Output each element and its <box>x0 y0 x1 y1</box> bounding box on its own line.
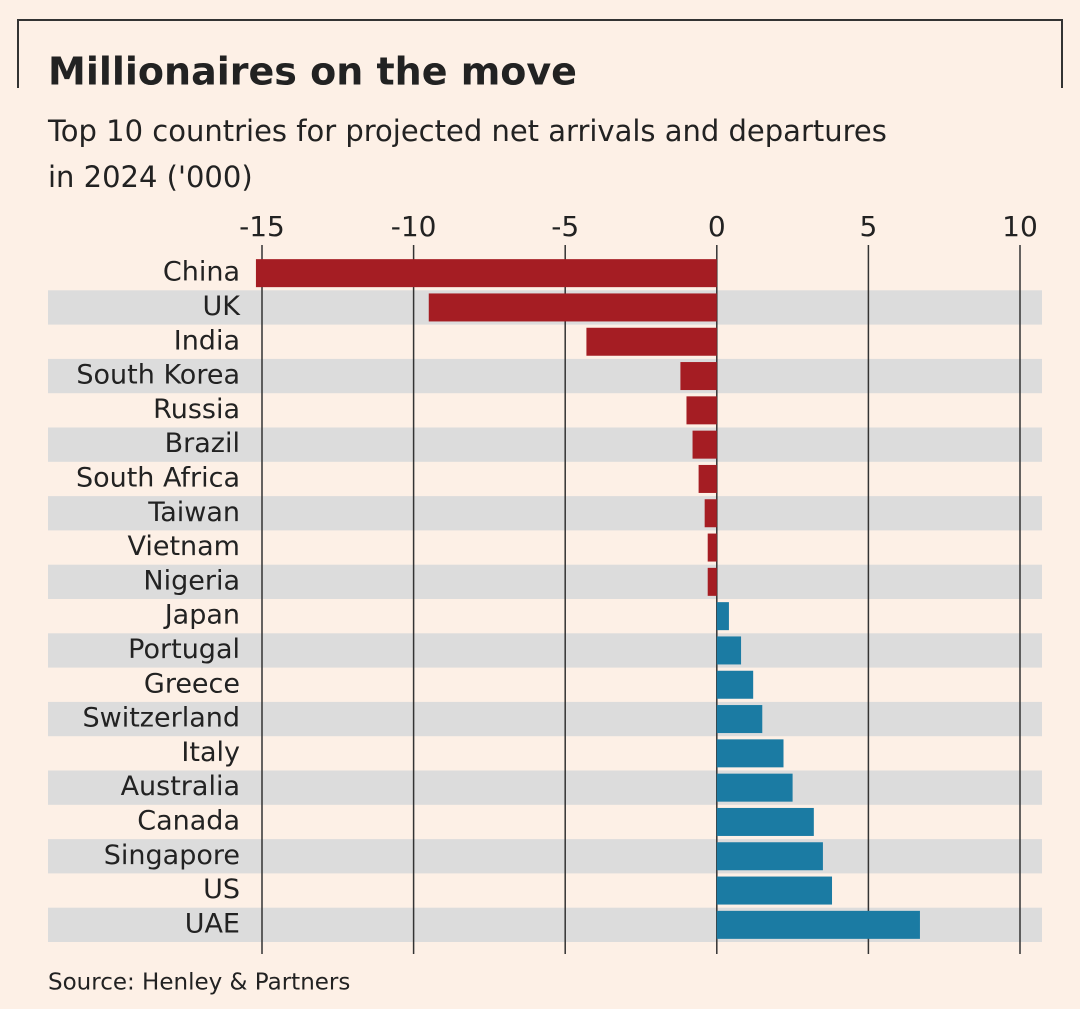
bar <box>707 567 717 596</box>
bar <box>716 705 763 734</box>
x-tick-label: -15 <box>239 210 285 243</box>
bar <box>716 670 754 699</box>
y-tick-label: India <box>174 325 240 356</box>
bar <box>692 430 717 459</box>
y-tick-label: Greece <box>144 668 240 699</box>
bar <box>707 533 717 562</box>
bar <box>716 602 729 631</box>
x-tick-label: 10 <box>1002 210 1038 243</box>
y-tick-label: Japan <box>163 600 240 631</box>
bar <box>716 773 793 802</box>
chart-title: Millionaires on the move <box>48 50 577 94</box>
bar <box>716 842 823 871</box>
x-tick-label: 5 <box>859 210 877 243</box>
y-tick-label: South Africa <box>76 462 240 493</box>
chart-subtitle: Top 10 countries for projected net arriv… <box>47 114 887 148</box>
y-tick-label: Italy <box>181 737 240 768</box>
row-stripe <box>48 633 1042 668</box>
row-stripe <box>48 770 1042 805</box>
y-tick-label: UK <box>203 291 242 322</box>
row-stripe <box>48 564 1042 599</box>
y-tick-label: Taiwan <box>147 497 240 528</box>
y-tick-label: Portugal <box>128 634 240 665</box>
source: Source: Henley & Partners <box>48 970 350 996</box>
row-stripe <box>48 701 1042 737</box>
row-stripe <box>48 839 1042 874</box>
bar <box>716 807 814 836</box>
frame <box>17 19 1063 88</box>
bar <box>255 259 717 288</box>
bar <box>686 396 717 425</box>
bar <box>716 910 920 939</box>
bar <box>716 739 784 768</box>
x-tick-label: -5 <box>551 210 579 243</box>
y-tick-label: Australia <box>121 771 240 802</box>
y-tick-label: Switzerland <box>83 703 241 734</box>
x-tick-label: 0 <box>708 210 726 243</box>
chart-subtitle: in 2024 ('000) <box>48 160 253 194</box>
y-tick-label: Nigeria <box>143 565 240 596</box>
y-tick-label: UAE <box>185 908 240 939</box>
bar <box>716 636 742 665</box>
y-tick-label: Singapore <box>104 840 240 871</box>
y-tick-label: China <box>163 257 240 288</box>
row-stripe <box>48 427 1042 462</box>
y-tick-label: Brazil <box>165 428 240 459</box>
x-tick-label: -10 <box>391 210 437 243</box>
y-tick-label: Vietnam <box>127 531 240 562</box>
y-tick-label: Russia <box>153 394 240 425</box>
bar <box>716 876 833 905</box>
bar <box>586 327 717 356</box>
row-stripe <box>48 496 1042 531</box>
bar <box>698 464 717 493</box>
bar <box>428 293 717 322</box>
bar <box>680 362 717 391</box>
y-tick-label: South Korea <box>76 360 240 391</box>
y-tick-label: US <box>203 874 240 905</box>
y-tick-label: Canada <box>137 805 240 836</box>
row-stripe <box>48 358 1042 394</box>
bar <box>704 499 717 528</box>
